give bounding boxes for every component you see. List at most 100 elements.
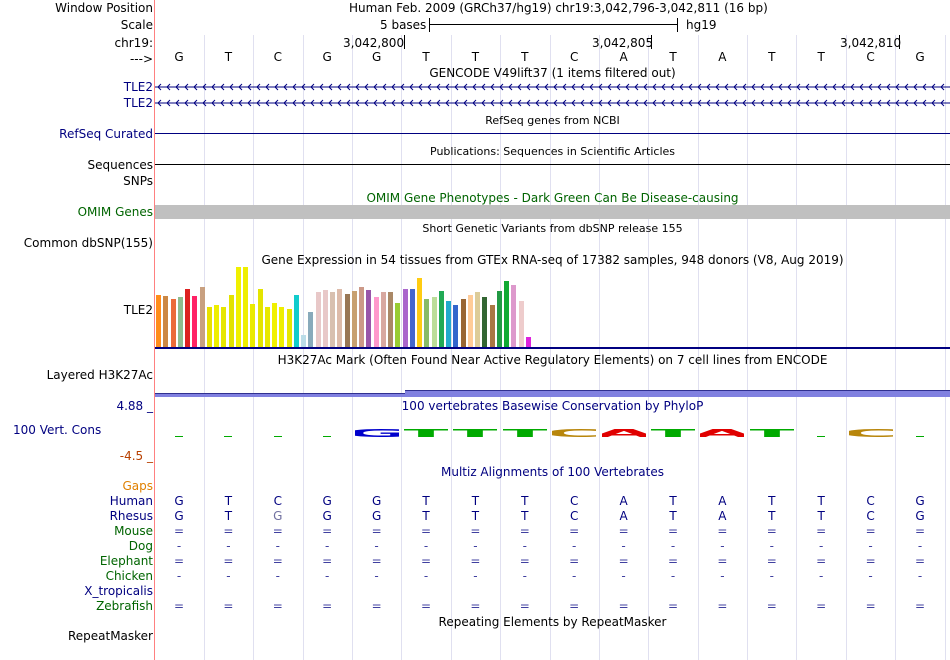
species-label-human[interactable]: Human bbox=[109, 494, 153, 508]
species-label-chicken[interactable]: Chicken bbox=[105, 569, 153, 583]
gaps-label[interactable]: Gaps bbox=[122, 479, 153, 493]
gtex-tissue-bar[interactable] bbox=[511, 285, 517, 347]
alignment-base-chicken: - bbox=[621, 569, 626, 583]
gtex-tissue-bar[interactable] bbox=[177, 297, 183, 347]
gtex-tissue-bar[interactable] bbox=[322, 290, 328, 347]
species-label-x-tropicalis[interactable]: X_tropicalis bbox=[84, 584, 153, 598]
sequences-line[interactable] bbox=[155, 164, 950, 165]
refseq-gene-line[interactable] bbox=[155, 133, 950, 134]
alignment-base-elephant: = bbox=[865, 554, 876, 568]
gtex-track-title[interactable]: Gene Expression in 54 tissues from GTEx … bbox=[261, 253, 844, 267]
gtex-tissue-bar[interactable] bbox=[373, 297, 379, 347]
refseq-track-title[interactable]: RefSeq genes from NCBI bbox=[485, 114, 620, 127]
conservation-letter-glyph: T bbox=[453, 428, 497, 438]
gtex-tissue-bar[interactable] bbox=[315, 292, 321, 347]
gtex-tissue-bar[interactable] bbox=[446, 301, 451, 347]
gtex-tissue-bar[interactable] bbox=[489, 305, 495, 347]
species-label-zebrafish[interactable]: Zebrafish bbox=[96, 599, 153, 613]
gtex-tissue-bar[interactable] bbox=[308, 312, 314, 347]
gtex-tissue-bar[interactable] bbox=[293, 295, 299, 347]
species-label-mouse[interactable]: Mouse bbox=[114, 524, 153, 538]
repeatmasker-track-title[interactable]: Repeating Elements by RepeatMasker bbox=[438, 615, 667, 629]
gtex-tissue-bar[interactable] bbox=[417, 278, 422, 347]
refseq-curated-label[interactable]: RefSeq Curated bbox=[59, 127, 153, 141]
gtex-tissue-bar[interactable] bbox=[518, 301, 524, 347]
phylop-track-title[interactable]: 100 vertebrates Basewise Conservation by… bbox=[401, 399, 704, 413]
gtex-tissue-bar[interactable] bbox=[228, 295, 234, 347]
gtex-tissue-bar[interactable] bbox=[438, 291, 444, 347]
layered-h3k27ac-label[interactable]: Layered H3K27Ac bbox=[46, 368, 153, 382]
gtex-tissue-bar[interactable] bbox=[170, 299, 176, 347]
gtex-tissue-bar[interactable] bbox=[221, 307, 227, 347]
gtex-tissue-bar[interactable] bbox=[156, 295, 161, 347]
gtex-tissue-bar[interactable] bbox=[359, 287, 364, 347]
gtex-tissue-bar[interactable] bbox=[250, 304, 256, 347]
gtex-tissue-bar[interactable] bbox=[525, 337, 531, 347]
alignment-base-rhesus: C bbox=[866, 509, 875, 523]
omim-genes-label[interactable]: OMIM Genes bbox=[77, 205, 153, 219]
publications-track-title[interactable]: Publications: Sequences in Scientific Ar… bbox=[430, 145, 675, 158]
h3k27ac-signal-right[interactable] bbox=[405, 390, 950, 397]
gtex-tissue-bar[interactable] bbox=[366, 290, 372, 347]
gtex-tissue-bar[interactable] bbox=[330, 292, 335, 347]
species-label-elephant[interactable]: Elephant bbox=[99, 554, 153, 568]
species-label-rhesus[interactable]: Rhesus bbox=[109, 509, 153, 523]
h3k27ac-track-title[interactable]: H3K27Ac Mark (Often Found Near Active Re… bbox=[277, 353, 828, 367]
gtex-tissue-bar[interactable] bbox=[402, 289, 408, 347]
gtex-tissue-bar[interactable] bbox=[286, 309, 292, 347]
gtex-tissue-bar[interactable] bbox=[504, 281, 509, 347]
gtex-tissue-bar[interactable] bbox=[337, 289, 343, 347]
tle2-transcript-2[interactable] bbox=[155, 97, 950, 109]
gtex-tissue-bar[interactable] bbox=[453, 305, 459, 347]
gtex-tissue-bar[interactable] bbox=[272, 303, 277, 347]
gtex-tissue-bar[interactable] bbox=[185, 289, 190, 347]
gtex-tissue-bar[interactable] bbox=[192, 296, 198, 347]
common-dbsnp-label[interactable]: Common dbSNP(155) bbox=[23, 236, 153, 250]
gencode-track-title[interactable]: GENCODE V49lift37 (1 items filtered out) bbox=[429, 66, 676, 80]
gtex-gene-label[interactable]: TLE2 bbox=[123, 303, 153, 317]
omim-track-title[interactable]: OMIM Gene Phenotypes - Dark Green Can Be… bbox=[366, 191, 739, 205]
tle2-transcript-label[interactable]: TLE2 bbox=[123, 80, 153, 94]
vert-cons-label[interactable]: 100 Vert. Cons bbox=[13, 423, 102, 437]
tle2-transcript-label[interactable]: TLE2 bbox=[123, 96, 153, 110]
snps-label[interactable]: SNPs bbox=[123, 174, 153, 188]
alignment-base-zebrafish: = bbox=[717, 599, 728, 613]
gtex-tissue-bar[interactable] bbox=[475, 292, 480, 347]
gtex-tissue-bar[interactable] bbox=[257, 289, 263, 347]
gtex-tissue-bar[interactable] bbox=[351, 291, 357, 347]
gtex-tissue-bar[interactable] bbox=[279, 307, 285, 347]
alignment-base-chicken: - bbox=[473, 569, 478, 583]
multiz-track-title[interactable]: Multiz Alignments of 100 Vertebrates bbox=[440, 465, 665, 479]
gtex-tissue-bar[interactable] bbox=[496, 291, 502, 347]
gtex-tissue-bar[interactable] bbox=[199, 287, 205, 347]
species-label-dog[interactable]: Dog bbox=[128, 539, 153, 553]
gtex-tissue-bar[interactable] bbox=[163, 296, 169, 347]
omim-phenotype-bar[interactable] bbox=[155, 205, 950, 219]
gtex-tissue-bar[interactable] bbox=[243, 267, 248, 347]
gtex-tissue-bar[interactable] bbox=[380, 292, 386, 347]
position-text[interactable]: Human Feb. 2009 (GRCh37/hg19) chr19:3,04… bbox=[349, 1, 768, 15]
gtex-tissue-bar[interactable] bbox=[467, 295, 473, 347]
gtex-tissue-bar[interactable] bbox=[409, 289, 415, 347]
alignment-base-chicken: - bbox=[670, 569, 676, 583]
h3k27ac-signal-left[interactable] bbox=[155, 393, 405, 397]
gtex-tissue-bar[interactable] bbox=[264, 307, 270, 347]
gtex-tissue-bar[interactable] bbox=[460, 299, 466, 347]
sequences-label[interactable]: Sequences bbox=[87, 158, 153, 172]
alignment-base-human: C bbox=[273, 494, 282, 508]
gtex-tissue-bar[interactable] bbox=[482, 297, 488, 347]
tle2-transcript-1[interactable] bbox=[155, 81, 950, 93]
gtex-tissue-bar[interactable] bbox=[214, 305, 219, 347]
dbsnp-track-title[interactable]: Short Genetic Variants from dbSNP releas… bbox=[422, 222, 683, 235]
repeatmasker-label[interactable]: RepeatMasker bbox=[67, 629, 153, 643]
gtex-tissue-bar[interactable] bbox=[235, 267, 241, 347]
gtex-tissue-bar[interactable] bbox=[395, 303, 401, 347]
conservation-dash bbox=[817, 436, 826, 437]
gtex-tissue-bar[interactable] bbox=[301, 335, 306, 347]
gtex-tissue-bar[interactable] bbox=[344, 294, 350, 347]
gtex-tissue-bar[interactable] bbox=[388, 292, 393, 347]
gtex-tissue-bar[interactable] bbox=[431, 297, 437, 347]
alignment-base-chicken: - bbox=[325, 569, 330, 583]
gtex-tissue-bar[interactable] bbox=[206, 307, 212, 347]
gtex-tissue-bar[interactable] bbox=[424, 299, 430, 347]
